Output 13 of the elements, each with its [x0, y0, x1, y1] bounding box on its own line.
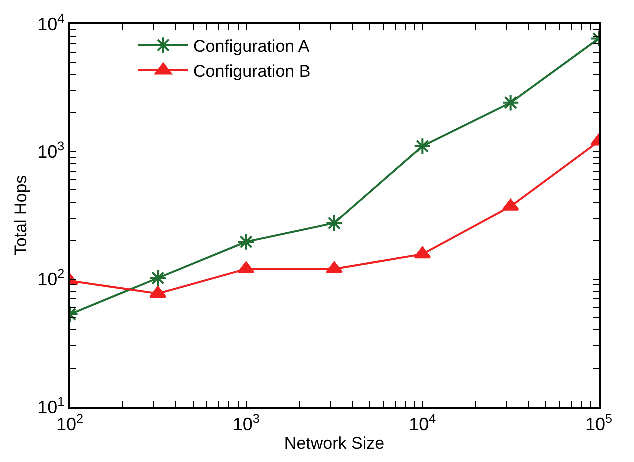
- legend-label: Configuration A: [193, 37, 310, 56]
- y-tick-label: 10$^{2}$: [38, 267, 65, 290]
- x-tick-label: 10$^{5}$: [585, 412, 613, 434]
- x-axis-title: Network Size: [284, 434, 385, 454]
- point: [414, 138, 432, 156]
- y-axis-title: Total Hops: [12, 175, 31, 256]
- x-tick-label: 10$^{4}$: [409, 412, 436, 434]
- y-tick-label: 10$^{4}$: [38, 12, 65, 34]
- x-tick-label: 10$^{3}$: [232, 412, 260, 434]
- legend-label: Configuration B: [193, 62, 311, 82]
- point: [238, 233, 256, 251]
- point: [326, 214, 344, 232]
- y-tick-label: 10$^{3}$: [38, 139, 65, 162]
